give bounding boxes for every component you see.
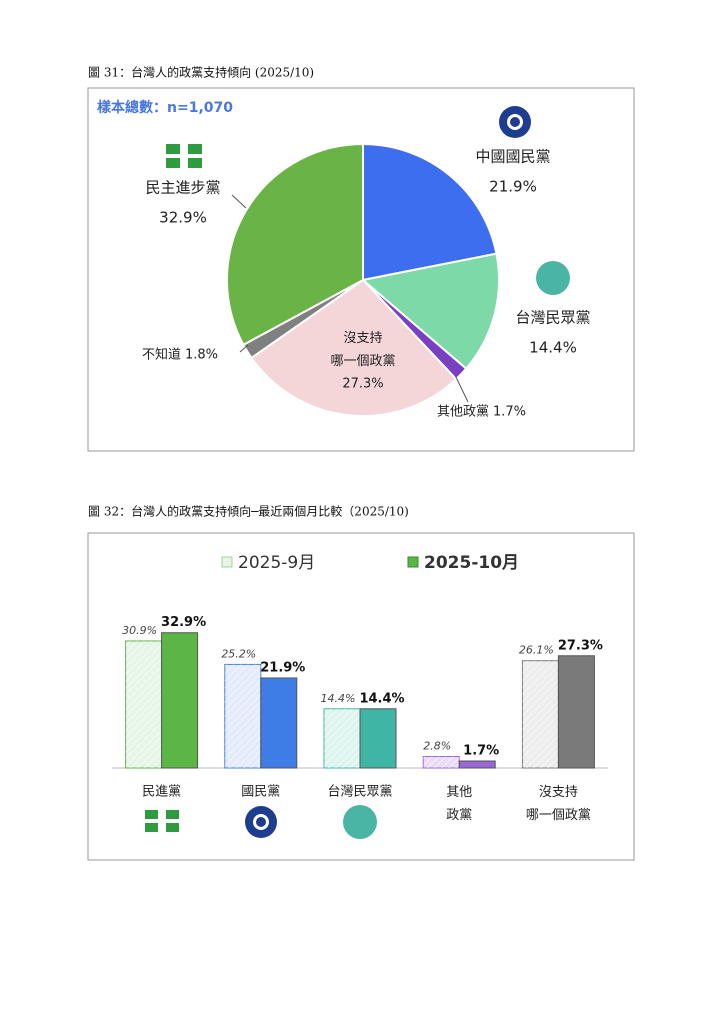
category-label: 台灣民眾黨: [327, 785, 392, 800]
pie-slice: [250, 278, 458, 417]
pie-slice: [360, 252, 500, 371]
legend-label: 2025-10月: [424, 553, 519, 573]
value-label: 27.3%: [558, 638, 603, 653]
figure-caption: 圖 31：台灣人的政黨支持傾向 (2025/10): [88, 65, 314, 80]
category-label: 沒支持哪一個政黨: [526, 785, 591, 823]
value-label: 25.2%: [221, 647, 256, 660]
leader-line: [231, 194, 247, 209]
value-label: 30.9%: [122, 624, 157, 637]
tpp-logo: [536, 261, 570, 295]
pie-slice: [226, 142, 364, 347]
slice-label: 不知道: [142, 347, 181, 363]
slice-value: 32.9%: [159, 209, 207, 227]
category-label: 國民黨: [241, 785, 280, 800]
category-label: 民進黨: [142, 785, 181, 800]
value-label: 14.4%: [321, 692, 356, 705]
leader-line: [454, 374, 469, 403]
slice-value: 14.4%: [529, 339, 577, 357]
value-label: 21.9%: [260, 660, 305, 675]
sample-size: 樣本總數：n=1,070: [97, 99, 233, 116]
legend-swatch: [221, 556, 233, 568]
bar-hatch: [324, 708, 360, 768]
value-label: 2.8%: [423, 739, 451, 752]
value-label: 1.7%: [463, 744, 499, 759]
slice-value: 1.7%: [493, 405, 526, 420]
bar: [161, 632, 199, 769]
legend-label: 2025-9月: [238, 553, 315, 573]
slice-label: 民主進步黨: [145, 179, 220, 197]
figure-caption: 圖 32：台灣人的政黨支持傾向─最近兩個月比較（2025/10): [88, 504, 409, 519]
slice-value: 1.8%: [185, 348, 218, 363]
bar-hatch: [423, 756, 460, 768]
slice-label: 中國國民黨: [475, 148, 550, 166]
bar-hatch: [522, 660, 559, 768]
value-label: 32.9%: [161, 615, 206, 630]
slice-label: 台灣民眾黨: [515, 309, 590, 327]
slice-label: 沒支持哪一個政黨: [330, 331, 395, 369]
slice-value: 27.3%: [342, 377, 383, 392]
bar-hatch: [125, 640, 162, 768]
dpp-logo: [166, 144, 202, 168]
kmt-logo: [245, 806, 277, 838]
value-label: 26.1%: [519, 644, 554, 657]
category-label: 其他政黨: [446, 785, 472, 823]
bar: [458, 760, 496, 769]
value-label: 14.4%: [359, 691, 404, 706]
leader-line: [239, 344, 249, 353]
bar: [260, 677, 298, 769]
dpp-logo: [145, 810, 179, 832]
bar: [359, 708, 397, 769]
bar-hatch: [224, 664, 261, 768]
slice-label: 其他政黨: [437, 405, 489, 420]
bar: [557, 655, 595, 769]
slice-value: 21.9%: [489, 178, 537, 196]
legend-swatch: [407, 556, 419, 568]
kmt-logo: [499, 106, 531, 138]
tpp-logo: [343, 805, 377, 839]
pie-slice: [362, 142, 498, 282]
